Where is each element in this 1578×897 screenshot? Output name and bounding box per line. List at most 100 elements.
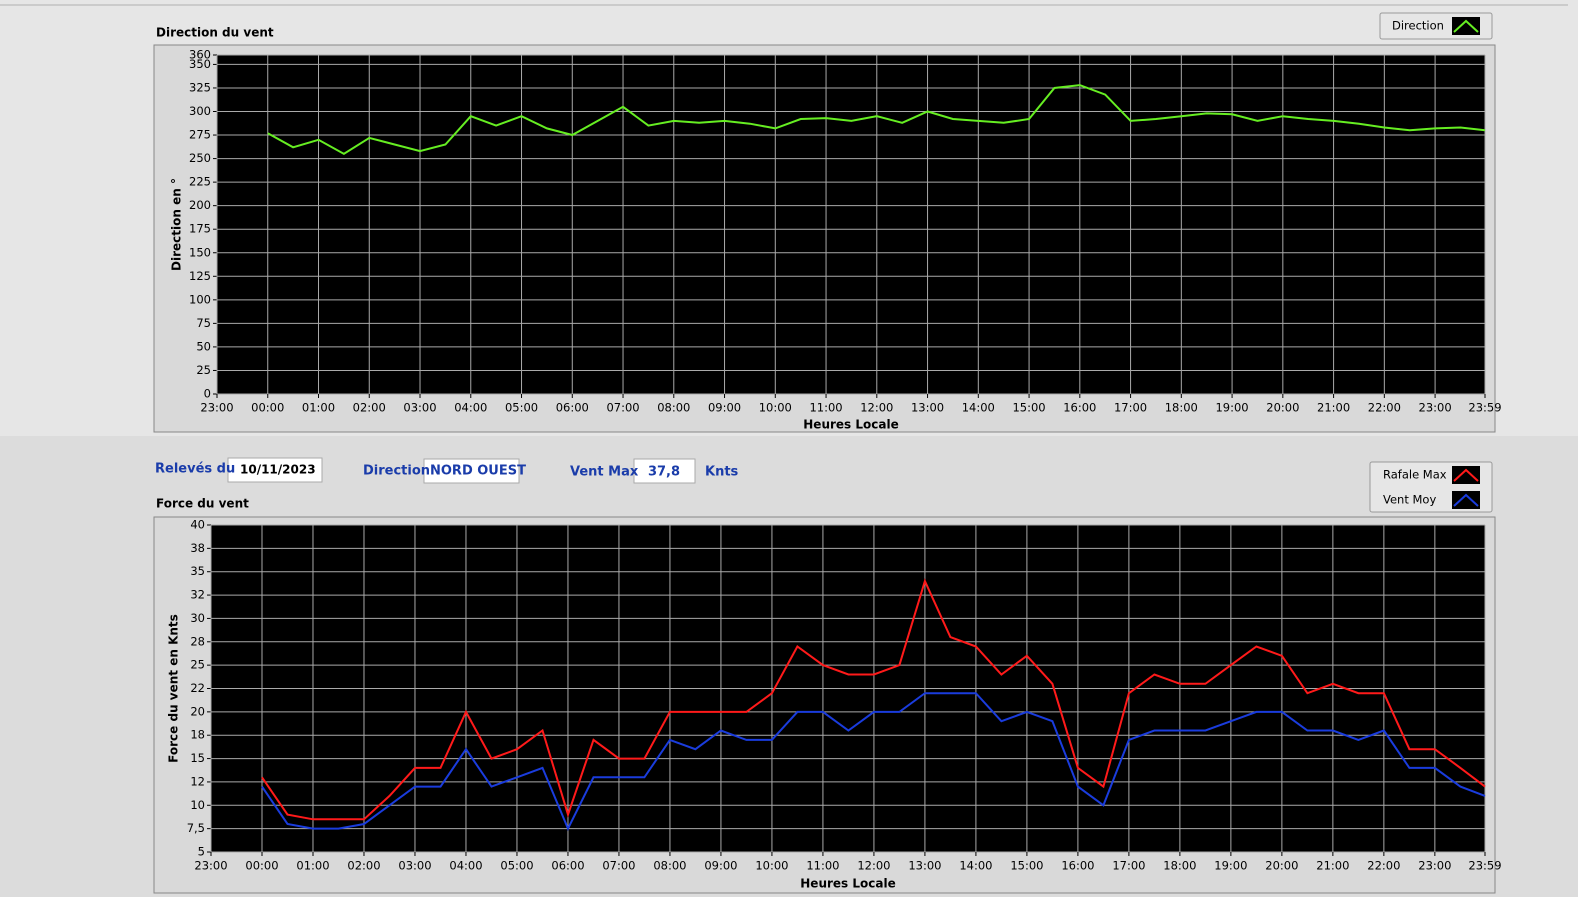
x-tick-label: 23:59 — [1468, 401, 1501, 415]
y-tick-label: 0 — [204, 387, 211, 401]
field-label: Direction — [363, 464, 430, 479]
x-tick-label: 22:00 — [1368, 401, 1401, 415]
x-tick-label: 23:00 — [1418, 859, 1451, 873]
y-tick-label: 7,5 — [187, 821, 205, 835]
x-tick-label: 12:00 — [857, 859, 890, 873]
x-tick-label: 10:00 — [759, 401, 792, 415]
x-tick-label: 06:00 — [551, 859, 584, 873]
x-tick-label: 23:00 — [1419, 401, 1452, 415]
y-tick-label: 15 — [190, 751, 205, 765]
plot-area — [217, 55, 1485, 394]
field-value: 10/11/2023 — [240, 463, 316, 477]
x-tick-label: 02:00 — [353, 401, 386, 415]
y-tick-label: 325 — [189, 80, 211, 94]
field-box[interactable] — [423, 458, 520, 484]
legend-label: Vent Moy — [1383, 493, 1436, 507]
field-value: NORD OUEST — [430, 464, 526, 479]
y-tick-label: 200 — [189, 198, 211, 212]
y-tick-label: 150 — [189, 245, 211, 259]
x-tick-label: 23:00 — [194, 859, 227, 873]
x-tick-label: 14:00 — [962, 401, 995, 415]
x-tick-label: 07:00 — [602, 859, 635, 873]
legend-swatch-box — [1452, 466, 1480, 484]
x-tick-label: 02:00 — [347, 859, 380, 873]
x-tick-label: 21:00 — [1316, 859, 1349, 873]
x-tick-label: 03:00 — [403, 401, 436, 415]
field-box[interactable] — [633, 458, 696, 484]
data-line — [261, 578, 1486, 821]
y-tick-label: 32 — [190, 588, 205, 602]
x-tick-label: 13:00 — [911, 401, 944, 415]
y-tick-label: 28 — [190, 634, 205, 648]
chart-title: Direction du vent — [156, 26, 274, 40]
y-tick-label: 175 — [189, 222, 211, 236]
x-tick-label: 19:00 — [1214, 859, 1247, 873]
legend-label: Direction — [1392, 19, 1444, 33]
y-tick-label: 22 — [190, 681, 205, 695]
x-tick-label: 22:00 — [1367, 859, 1400, 873]
y-tick-label: 100 — [189, 292, 211, 306]
x-tick-label: 12:00 — [860, 401, 893, 415]
field-value: 37,8 — [648, 465, 680, 480]
legend-label: Rafale Max — [1383, 468, 1447, 482]
x-tick-label: 23:59 — [1468, 859, 1501, 873]
y-tick-label: 35 — [190, 564, 205, 578]
y-tick-label: 25 — [190, 658, 205, 672]
y-tick-label: 38 — [190, 541, 205, 555]
y-axis-label: Force du vent en Knts — [167, 614, 181, 763]
x-tick-label: 20:00 — [1265, 859, 1298, 873]
x-tick-label: 04:00 — [454, 401, 487, 415]
x-tick-label: 07:00 — [606, 401, 639, 415]
y-axis-label: Direction en ° — [170, 178, 184, 271]
legend-swatch — [1453, 493, 1479, 507]
x-tick-label: 08:00 — [653, 859, 686, 873]
y-tick-label: 25 — [196, 363, 211, 377]
legend-swatch-box — [1452, 491, 1480, 509]
x-tick-label: 06:00 — [556, 401, 589, 415]
x-axis-label: Heures Locale — [800, 877, 895, 891]
chart-title: Force du vent — [156, 497, 249, 511]
legend-swatch-box — [1452, 17, 1480, 35]
x-tick-label: 17:00 — [1114, 401, 1147, 415]
field-unit: Knts — [705, 465, 739, 480]
field-box[interactable] — [227, 457, 323, 483]
field-label: Vent Max — [570, 465, 639, 480]
x-tick-label: 21:00 — [1317, 401, 1350, 415]
x-tick-label: 00:00 — [251, 401, 284, 415]
x-axis-label: Heures Locale — [803, 418, 898, 432]
x-tick-label: 09:00 — [708, 401, 741, 415]
x-tick-label: 10:00 — [755, 859, 788, 873]
x-tick-label: 18:00 — [1165, 401, 1198, 415]
x-tick-label: 01:00 — [296, 859, 329, 873]
y-tick-label: 360 — [189, 48, 211, 62]
x-tick-label: 03:00 — [398, 859, 431, 873]
x-tick-label: 11:00 — [809, 401, 842, 415]
x-tick-label: 05:00 — [500, 859, 533, 873]
y-tick-label: 10 — [190, 798, 205, 812]
y-tick-label: 12 — [190, 774, 205, 788]
y-tick-label: 250 — [189, 151, 211, 165]
x-tick-label: 15:00 — [1012, 401, 1045, 415]
x-tick-label: 16:00 — [1063, 401, 1096, 415]
field-label: Relevés du — [155, 462, 235, 477]
x-tick-label: 09:00 — [704, 859, 737, 873]
x-tick-label: 16:00 — [1061, 859, 1094, 873]
x-tick-label: 08:00 — [657, 401, 690, 415]
y-tick-label: 5 — [198, 845, 205, 859]
x-tick-label: 00:00 — [245, 859, 278, 873]
y-tick-label: 225 — [189, 175, 211, 189]
x-tick-label: 13:00 — [908, 859, 941, 873]
y-tick-label: 50 — [196, 339, 211, 353]
x-tick-label: 20:00 — [1266, 401, 1299, 415]
y-tick-label: 18 — [190, 728, 205, 742]
y-tick-label: 125 — [189, 269, 211, 283]
y-tick-label: 300 — [189, 104, 211, 118]
y-tick-label: 350 — [189, 57, 211, 71]
y-tick-label: 20 — [190, 704, 205, 718]
x-tick-label: 14:00 — [959, 859, 992, 873]
y-tick-label: 75 — [196, 316, 211, 330]
y-tick-label: 30 — [190, 611, 205, 625]
x-tick-label: 17:00 — [1112, 859, 1145, 873]
